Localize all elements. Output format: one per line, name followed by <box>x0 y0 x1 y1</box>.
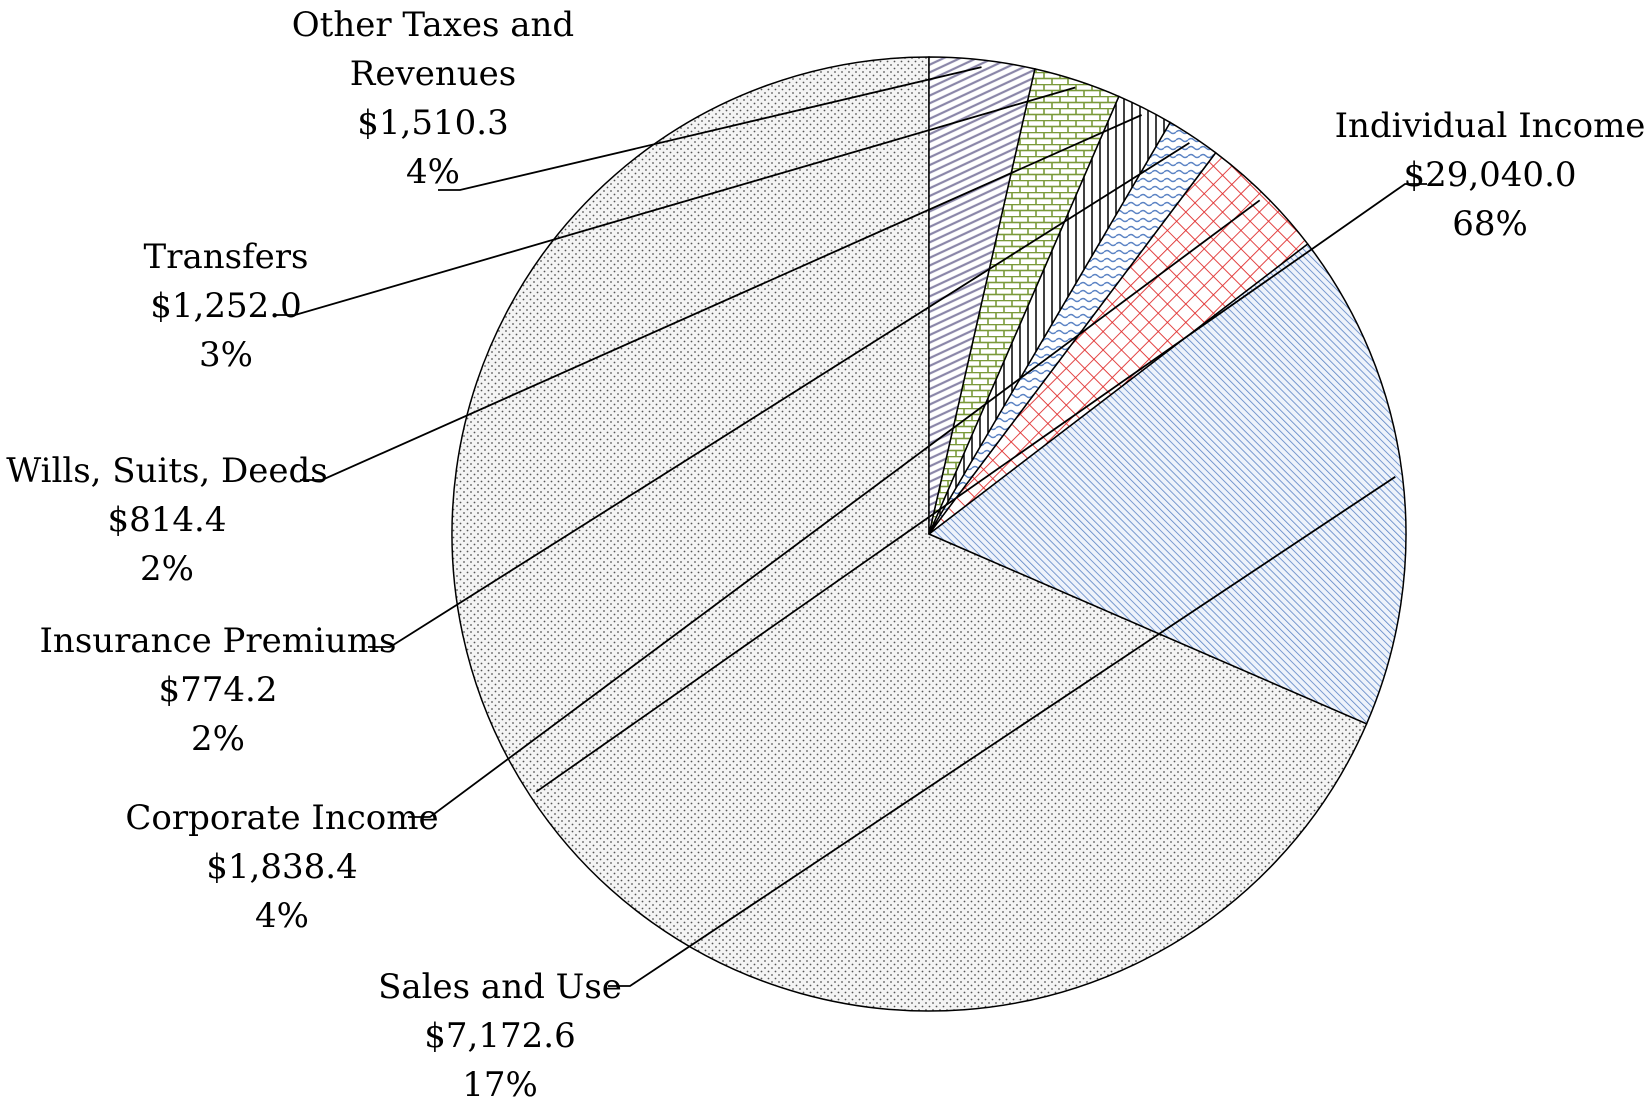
label-value-wills-suits-deeds: $814.4 <box>108 500 227 540</box>
label-name-sales-and-use: Sales and Use <box>378 967 622 1007</box>
leader-line-transfers <box>273 86 1076 316</box>
label-percent-other-taxes-and-revenues: 4% <box>406 152 460 192</box>
leader-line-corporate-income <box>408 199 1261 818</box>
label-value-insurance-premiums: $774.2 <box>159 670 278 710</box>
label-name-corporate-income: Corporate Income <box>125 798 438 838</box>
leader-lines <box>273 66 1427 987</box>
label-value-individual-income: $29,040.0 <box>1403 155 1576 195</box>
pie-slice-other-taxes-and-revenues <box>928 56 1036 535</box>
label-percent-sales-and-use: 17% <box>462 1065 538 1100</box>
slice-labels: Individual Income $29,040.0 68% Sales and U… <box>6 5 1645 1100</box>
label-value-corporate-income: $1,838.4 <box>206 847 357 887</box>
label-name-other-taxes-and-revenues: Other Taxes and <box>292 5 574 45</box>
label-percent-individual-income: 68% <box>1452 204 1528 244</box>
pie-slice-sales-and-use <box>927 242 1407 725</box>
label-percent-wills-suits-deeds: 2% <box>140 549 194 589</box>
label-percent-corporate-income: 4% <box>255 896 309 936</box>
leader-line-other-taxes-and-revenues <box>438 66 982 191</box>
pie-slices <box>451 56 1407 1012</box>
label-percent-transfers: 3% <box>199 335 253 375</box>
label-name-insurance-premiums: Insurance Premiums <box>39 621 396 661</box>
leader-line-individual-income <box>535 183 1427 793</box>
leader-line-insurance-premiums <box>368 142 1190 648</box>
leader-line-wills-suits-deeds <box>300 114 1142 481</box>
label-value-other-taxes-and-revenues: $1,510.3 <box>357 103 508 143</box>
label-percent-insurance-premiums: 2% <box>191 719 245 759</box>
leader-line-sales-and-use <box>608 475 1396 987</box>
label-value-sales-and-use: $7,172.6 <box>424 1016 575 1056</box>
label-name-other-taxes-and-revenues: Revenues <box>350 54 516 94</box>
pie-slice-individual-income <box>451 56 1368 1012</box>
label-name-transfers: Transfers <box>144 237 309 277</box>
label-value-transfers: $1,252.0 <box>150 286 301 326</box>
label-name-wills-suits-deeds: Wills, Suits, Deeds <box>6 451 328 491</box>
label-name-individual-income: Individual Income <box>1335 106 1646 146</box>
